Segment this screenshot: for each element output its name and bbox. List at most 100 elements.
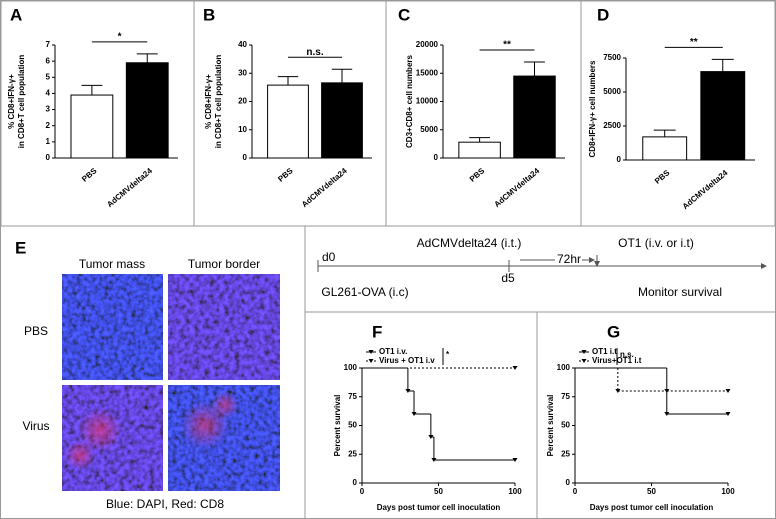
significance-label: * [118, 32, 122, 43]
micrograph [168, 274, 280, 380]
x-tick-label: 100 [721, 487, 735, 496]
bar [458, 141, 501, 159]
timeline-label: d0 [322, 250, 336, 264]
y-tick-label: 0 [353, 478, 358, 487]
timeline [317, 255, 767, 272]
bar [700, 71, 746, 161]
y-tick-label: 7500 [603, 53, 621, 62]
legend-label: OT1 i.t [592, 347, 617, 356]
x-tick-label: 50 [647, 487, 656, 496]
panel-letter: G [607, 322, 620, 341]
x-tick-label: PBS [276, 166, 295, 184]
survival-marker [664, 412, 670, 416]
x-tick-label: PBS [468, 166, 487, 184]
y-tick-label: 20 [238, 97, 247, 106]
bar [642, 136, 688, 161]
timeline-label: GL261-OVA (i.c) [321, 285, 408, 299]
significance-label: n.s. [620, 350, 634, 359]
column-header: Tumor mass [79, 257, 145, 271]
y-axis-label: in CD8+T cell population [17, 55, 26, 149]
timeline-label: Monitor survival [638, 285, 722, 299]
y-tick-label: 4 [46, 89, 51, 98]
y-axis-label: in CD8+T cell population [214, 55, 223, 149]
x-axis-label: Days post tumor cell inoculation [590, 503, 714, 512]
legend-marker [581, 350, 587, 354]
timeline-label: 72hr [557, 252, 581, 266]
micrographs [62, 274, 280, 491]
y-tick-label: 0 [617, 155, 622, 164]
timeline-label: OT1 (i.v. or i.t) [618, 236, 694, 250]
legend-label: OT1 i.v. [379, 347, 407, 356]
survival-marker [615, 389, 621, 393]
y-tick-label: 2500 [603, 121, 621, 130]
y-tick-label: 10 [238, 125, 247, 134]
y-tick-label: 50 [348, 421, 357, 430]
significance-label: ** [503, 40, 511, 51]
y-axis-label: Percent survival [546, 395, 555, 457]
y-tick-label: 10000 [416, 97, 439, 106]
micrograph [62, 274, 163, 380]
legend-marker [581, 359, 587, 363]
y-tick-label: 5000 [603, 87, 621, 96]
y-tick-label: 0 [566, 478, 571, 487]
x-tick-label: 0 [360, 487, 365, 496]
y-tick-label: 5000 [420, 125, 438, 134]
survival-marker [428, 435, 434, 439]
y-axis-label: Percent survival [333, 395, 342, 457]
panel-letter: C [398, 5, 410, 24]
y-axis-label: % CD8+IFN-γ+ [204, 74, 213, 129]
y-tick-label: 3 [46, 105, 51, 114]
cd8-signal [65, 440, 95, 470]
x-tick-label: 0 [573, 487, 578, 496]
x-tick-label: PBS [653, 168, 672, 186]
x-axis-label: Days post tumor cell inoculation [377, 503, 501, 512]
x-tick-label: 100 [508, 487, 522, 496]
survival-marker [431, 458, 437, 462]
timeline-label: AdCMVdelta24 (i.t.) [417, 236, 522, 250]
y-tick-label: 6 [46, 56, 51, 65]
y-tick-label: 75 [348, 392, 357, 401]
panel-letter: F [372, 322, 382, 341]
cd8-signal [211, 391, 239, 419]
y-tick-label: 15000 [416, 68, 439, 77]
y-tick-label: 100 [344, 363, 358, 372]
y-tick-label: 25 [348, 449, 357, 458]
x-tick-label: AdCMVdelta24 [681, 168, 730, 211]
y-axis-label: CD3+CD8+ cell numbers [405, 54, 414, 147]
legend-marker [368, 350, 374, 354]
bar [321, 82, 363, 159]
legend-marker [368, 359, 374, 363]
survival-marker [405, 389, 411, 393]
panel-letter: D [597, 5, 609, 24]
y-tick-label: 0 [46, 153, 51, 162]
panel-letter: E [15, 238, 26, 257]
survival-marker [512, 366, 518, 370]
bar [70, 94, 114, 159]
x-tick-label: AdCMVdelta24 [492, 166, 541, 209]
cd8-signal [78, 408, 122, 452]
significance-label: * [446, 350, 450, 359]
survival-marker [725, 412, 731, 416]
x-tick-label: PBS [80, 166, 99, 184]
border [580, 0, 776, 227]
y-tick-label: 2 [46, 121, 51, 130]
significance-label: ** [690, 37, 698, 48]
y-tick-label: 20000 [416, 40, 439, 49]
panel-letter: B [203, 5, 215, 24]
x-tick-label: 50 [434, 487, 443, 496]
survival-marker [512, 458, 518, 462]
bar [125, 62, 169, 159]
y-tick-label: 40 [238, 40, 247, 49]
x-tick-label: AdCMVdelta24 [105, 166, 154, 209]
y-tick-label: 30 [238, 68, 247, 77]
survival-marker [725, 389, 731, 393]
bar [267, 84, 309, 159]
y-tick-label: 0 [243, 153, 248, 162]
survival-marker [664, 389, 670, 393]
caption: Blue: DAPI, Red: CD8 [106, 497, 224, 511]
y-tick-label: 75 [561, 392, 570, 401]
significance-label: n.s. [306, 47, 323, 58]
y-tick-label: 50 [561, 421, 570, 430]
panel-letter: A [10, 5, 22, 24]
